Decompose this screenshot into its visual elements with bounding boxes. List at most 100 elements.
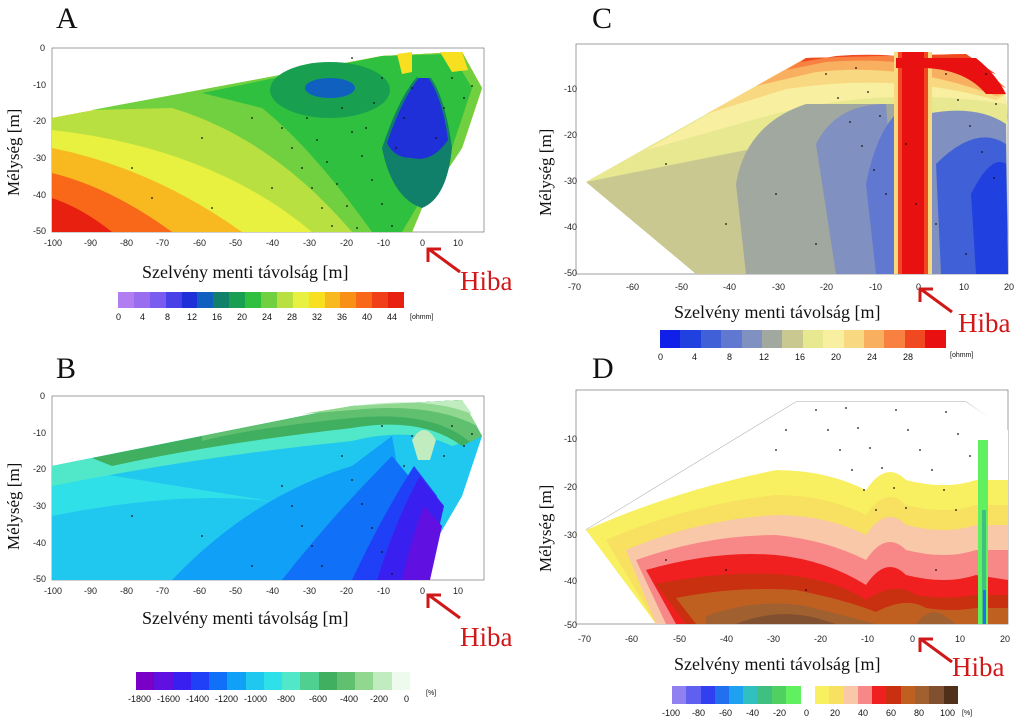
panel-b-ytick-2: -20 — [33, 464, 47, 474]
panel-c-cbtick-5: 20 — [831, 352, 842, 362]
panel-a-cbtick-3: 12 — [187, 312, 198, 322]
panel-b-hiba-label: Hiba — [460, 622, 513, 652]
panel-a-xtick-10: 0 — [420, 238, 426, 248]
panel-a-xtick-1: -90 — [84, 238, 98, 248]
panel-d-cbtick-2: -60 — [719, 708, 733, 718]
panel-a-cbtick-2: 8 — [165, 312, 171, 322]
panel-d-hiba-arrow — [918, 637, 953, 664]
panel-a-cbtick-7: 28 — [287, 312, 298, 322]
panel-c-ytick-2: -30 — [564, 176, 578, 186]
panel-c-cbtick-7: 28 — [903, 352, 914, 362]
panel-d-ytick-4: -50 — [564, 620, 578, 630]
panel-a-cbtick-10: 40 — [362, 312, 373, 322]
panel-a-ytick-2: -20 — [33, 116, 47, 126]
panel-d-cbtick-6: 20 — [830, 708, 841, 718]
panel-a-xtick-8: -20 — [340, 238, 354, 248]
panel-d-cbtick-1: -80 — [692, 708, 706, 718]
panel-d-xtick-4: -30 — [767, 634, 781, 644]
panel-d-xtick-8: 10 — [955, 634, 966, 644]
panel-a-xtick-0: -100 — [44, 238, 63, 248]
panel-b-unit: [%] — [426, 690, 437, 697]
panel-c-cbtick-4: 16 — [795, 352, 806, 362]
panel-d-cbtick-7: 40 — [858, 708, 869, 718]
panel-a-cbtick-9: 36 — [337, 312, 348, 322]
panel-a-xtick-6: -40 — [266, 238, 280, 248]
panel-c-cbtick-0: 0 — [658, 352, 664, 362]
panel-a-plot — [51, 47, 485, 233]
panel-c-xtick-5: -20 — [820, 282, 834, 292]
panel-a-ytick-0: 0 — [40, 43, 46, 53]
panel-d-xtick-3: -40 — [720, 634, 734, 644]
panel-c-xtick-1: -60 — [626, 282, 640, 292]
panel-c-cbtick-2: 8 — [727, 352, 733, 362]
panel-d-cbtick-3: -40 — [746, 708, 760, 718]
panel-a-unit: [ohmm] — [410, 314, 434, 321]
panel-a-colorbar — [118, 292, 405, 308]
panel-c-xtick-8: 10 — [959, 282, 970, 292]
panel-b-cbtick-1: -1600 — [157, 694, 181, 704]
panel-d-plot — [575, 389, 1009, 625]
panel-b-cbtick-6: -600 — [309, 694, 328, 704]
panel-b-xtick-3: -70 — [156, 586, 170, 596]
panel-d-cbtick-9: 80 — [914, 708, 925, 718]
panel-d-xtick-6: -10 — [861, 634, 875, 644]
panel-a-cbtick-0: 0 — [116, 312, 122, 322]
panel-a-xtick-2: -80 — [120, 238, 134, 248]
panel-a-xtick-7: -30 — [303, 238, 317, 248]
panel-d: D Mélység [m] -10 -20 -30 -40 — [512, 352, 1024, 721]
panel-b-xtick-6: -40 — [266, 586, 280, 596]
panel-d-ytick-0: -10 — [564, 434, 578, 444]
panel-a-cbtick-8: 32 — [312, 312, 323, 322]
panel-d-colorbar — [672, 686, 958, 704]
panel-b-cbtick-4: -1000 — [244, 694, 268, 704]
panel-a-letter: A — [56, 2, 78, 35]
panel-a-xtick-3: -70 — [156, 238, 170, 248]
panel-c-xtick-0: -70 — [568, 282, 582, 292]
panel-d-cbtick-8: 60 — [886, 708, 897, 718]
panel-a-ytick-5: -50 — [33, 226, 47, 236]
panel-c-plot — [575, 43, 1009, 275]
panel-d-cbtick-10: 100 — [940, 708, 956, 718]
panel-c-ylabel: Mélység [m] — [536, 128, 555, 216]
panel-c-ytick-1: -20 — [564, 130, 578, 140]
panel-b: B Mélység [m] 0 -10 -20 -30 -40 -50 -100… — [0, 352, 512, 721]
panel-c-cbtick-1: 4 — [692, 352, 698, 362]
panel-b-xtick-10: 0 — [420, 586, 426, 596]
panel-d-xtick-1: -60 — [625, 634, 639, 644]
panel-a-xtick-9: -10 — [377, 238, 391, 248]
panel-b-xtick-1: -90 — [84, 586, 98, 596]
panel-b-ytick-5: -50 — [33, 574, 47, 584]
panel-c-xtick-9: 20 — [1004, 282, 1015, 292]
panel-d-ylabel: Mélység [m] — [536, 484, 555, 572]
panel-a-cbtick-4: 16 — [212, 312, 223, 322]
panel-c-ytick-3: -40 — [564, 222, 578, 232]
panel-a-cbtick-11: 44 — [387, 312, 398, 322]
panel-d-unit: [%] — [962, 710, 973, 717]
panel-d-xlabel: Szelvény menti távolság [m] — [674, 654, 881, 674]
panel-d-hiba-label: Hiba — [952, 652, 1005, 682]
panel-b-cbtick-3: -1200 — [215, 694, 239, 704]
panel-a: A Mélység [m] 0 -10 — [0, 0, 512, 360]
panel-a-ytick-1: -10 — [33, 80, 47, 90]
panel-b-cbtick-5: -800 — [277, 694, 296, 704]
panel-c-xtick-7: 0 — [916, 282, 922, 292]
panel-b-cbtick-2: -1400 — [186, 694, 210, 704]
panel-b-xlabel: Szelvény menti távolság [m] — [142, 608, 349, 628]
panel-b-xtick-0: -100 — [44, 586, 63, 596]
panel-b-xtick-7: -30 — [303, 586, 317, 596]
panel-b-colorbar — [136, 672, 410, 690]
panel-c-hiba-arrow — [918, 287, 953, 314]
panel-a-xtick-4: -60 — [193, 238, 207, 248]
panel-b-cbtick-7: -400 — [340, 694, 359, 704]
panel-b-plot — [51, 395, 485, 581]
panel-d-xtick-0: -70 — [578, 634, 592, 644]
panel-b-ytick-1: -10 — [33, 428, 47, 438]
panel-b-cbtick-0: -1800 — [128, 694, 152, 704]
panel-d-cbtick-5: 0 — [804, 708, 810, 718]
panel-b-ylabel: Mélység [m] — [4, 462, 23, 550]
panel-a-ytick-3: -30 — [33, 153, 47, 163]
panel-b-letter: B — [56, 352, 77, 385]
panel-b-xtick-5: -50 — [229, 586, 243, 596]
panel-b-xtick-2: -80 — [120, 586, 134, 596]
panel-c-hiba-label: Hiba — [958, 308, 1011, 338]
